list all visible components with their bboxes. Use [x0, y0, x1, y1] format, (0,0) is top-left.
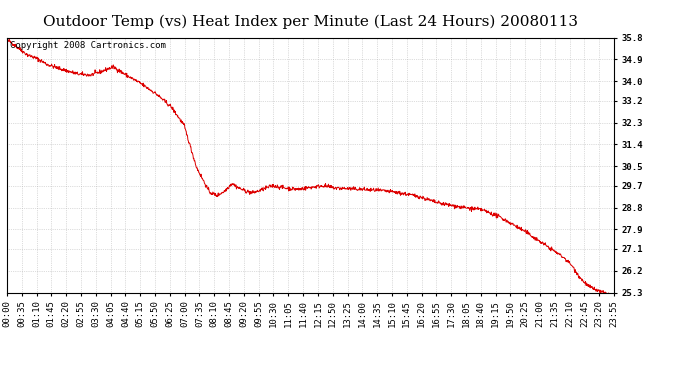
Text: Copyright 2008 Cartronics.com: Copyright 2008 Cartronics.com	[10, 41, 166, 50]
Text: Outdoor Temp (vs) Heat Index per Minute (Last 24 Hours) 20080113: Outdoor Temp (vs) Heat Index per Minute …	[43, 15, 578, 29]
